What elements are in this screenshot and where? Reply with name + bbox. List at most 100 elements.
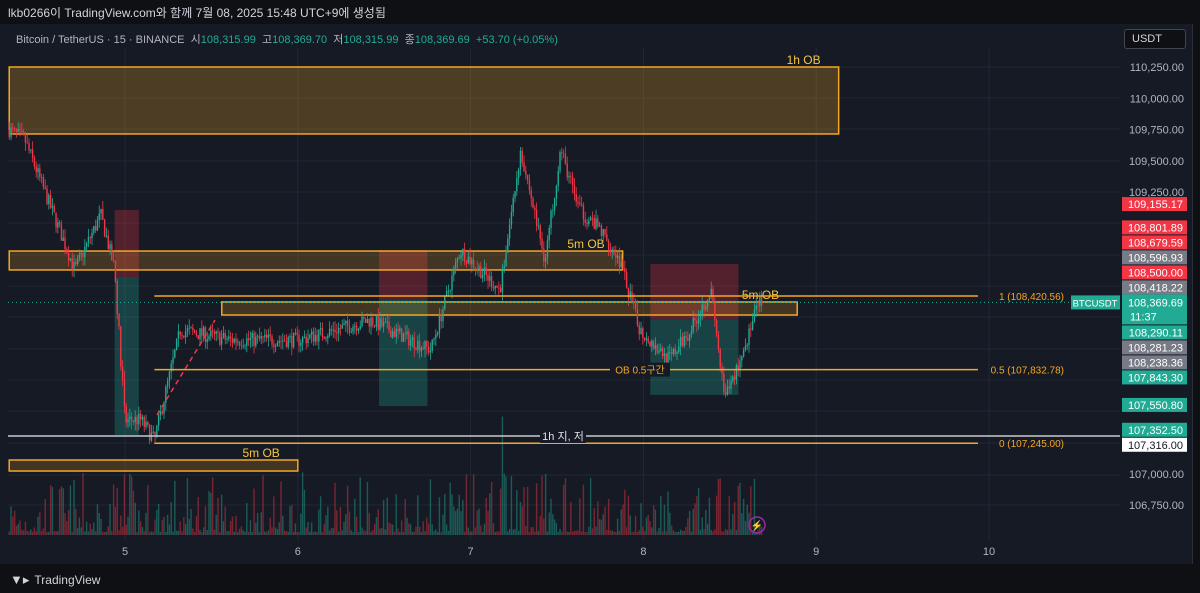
volume-bar bbox=[721, 531, 723, 535]
volume-bar bbox=[489, 493, 491, 535]
lightning-icon[interactable] bbox=[748, 516, 766, 534]
volume-bar bbox=[426, 517, 428, 535]
candle bbox=[125, 406, 127, 423]
brand-name[interactable]: TradingView bbox=[34, 572, 101, 587]
candle bbox=[321, 328, 324, 337]
symbol-legend: Bitcoin / TetherUS · 15 · BINANCE 시108,3… bbox=[16, 31, 558, 47]
volume-bar bbox=[192, 528, 194, 535]
candle bbox=[717, 334, 720, 350]
volume-bar bbox=[53, 531, 55, 535]
tradingview-logo-icon[interactable]: ▼▸ bbox=[10, 571, 30, 587]
candle bbox=[474, 267, 477, 269]
candle bbox=[67, 252, 70, 261]
candle bbox=[195, 332, 198, 336]
candle bbox=[228, 336, 230, 340]
candle bbox=[82, 252, 84, 258]
candle bbox=[147, 421, 149, 425]
candle bbox=[418, 340, 421, 352]
candle bbox=[633, 301, 635, 303]
candle bbox=[649, 342, 651, 347]
candle bbox=[28, 142, 30, 151]
order-block-zone[interactable] bbox=[221, 301, 798, 316]
volume-bar bbox=[467, 527, 469, 535]
volume-bar bbox=[157, 503, 160, 535]
candle bbox=[537, 225, 540, 227]
volume-bar bbox=[233, 531, 235, 535]
candle bbox=[247, 338, 250, 341]
fib-level-label: 0.5 (107,832.78) bbox=[991, 366, 1064, 377]
candle bbox=[307, 338, 309, 344]
volume-bar bbox=[181, 531, 183, 535]
volume-bar bbox=[584, 531, 586, 535]
candle bbox=[193, 330, 196, 333]
volume-bar bbox=[391, 524, 394, 535]
volume-bar bbox=[615, 531, 617, 535]
volume-bar bbox=[152, 531, 154, 535]
volume-bar bbox=[528, 531, 531, 535]
candle bbox=[555, 185, 558, 199]
candle bbox=[161, 411, 163, 414]
volume-bar bbox=[622, 504, 624, 535]
candle bbox=[213, 331, 216, 334]
currency-button[interactable]: USDT bbox=[1124, 29, 1186, 49]
x-axis-tick: 10 bbox=[983, 546, 995, 558]
volume-bar bbox=[546, 531, 549, 535]
candle bbox=[654, 345, 657, 349]
candle bbox=[60, 224, 63, 241]
candle bbox=[291, 336, 293, 348]
volume-bar bbox=[442, 514, 444, 535]
candle bbox=[624, 268, 626, 273]
volume-bar bbox=[719, 478, 721, 535]
zone-label: 5m OB bbox=[742, 288, 779, 302]
candle bbox=[372, 317, 374, 326]
candle bbox=[84, 246, 86, 258]
price-chart[interactable]: 5 6 7 8 9 10 110,250.00 110,000.00 109,750.00 109… bbox=[0, 0, 1200, 566]
candle bbox=[310, 331, 313, 335]
candle bbox=[30, 149, 32, 151]
volume-bar bbox=[751, 531, 754, 535]
candle bbox=[206, 339, 208, 343]
candle bbox=[546, 240, 549, 258]
chart-area[interactable] bbox=[0, 24, 1193, 564]
volume-bar bbox=[706, 523, 709, 535]
order-block-zone[interactable] bbox=[8, 66, 840, 135]
candle bbox=[145, 421, 147, 427]
volume-bar bbox=[285, 531, 288, 535]
volume-bar bbox=[150, 531, 153, 535]
candle bbox=[609, 250, 612, 253]
volume-bar bbox=[618, 530, 621, 535]
price-tag bbox=[1122, 437, 1187, 452]
price-tag bbox=[1122, 397, 1187, 412]
volume-bar bbox=[220, 494, 223, 535]
candle bbox=[73, 261, 75, 269]
symbol-name[interactable]: Bitcoin / TetherUS · 15 · BINANCE bbox=[16, 34, 185, 46]
candle bbox=[535, 210, 538, 226]
open-value: 108,315.99 bbox=[200, 34, 256, 46]
volume-bar bbox=[507, 531, 509, 535]
candle bbox=[402, 333, 405, 342]
volume-bar bbox=[253, 488, 255, 535]
volume-bar bbox=[589, 477, 592, 535]
volume-bar bbox=[651, 527, 653, 535]
candle bbox=[640, 328, 642, 335]
volume-bar bbox=[523, 487, 525, 535]
order-block-zone[interactable] bbox=[8, 250, 624, 271]
order-block-zone[interactable] bbox=[8, 459, 299, 472]
volume-bar bbox=[165, 531, 167, 535]
volume-bar bbox=[291, 504, 293, 535]
volume-bar bbox=[593, 508, 595, 535]
candle bbox=[190, 327, 192, 329]
volume-bar bbox=[634, 515, 637, 535]
volume-bar bbox=[741, 513, 743, 535]
candle bbox=[651, 340, 653, 347]
symbol-tag[interactable] bbox=[1071, 295, 1120, 310]
volume-bar bbox=[571, 531, 574, 535]
candle bbox=[93, 226, 95, 233]
volume-bar bbox=[357, 531, 360, 535]
volume-bar bbox=[138, 510, 140, 535]
candle bbox=[501, 268, 504, 293]
candle bbox=[436, 332, 439, 335]
price-tag-label: 108,596.93 bbox=[1128, 252, 1183, 264]
volume-bar bbox=[627, 495, 630, 535]
volume-bar bbox=[595, 526, 597, 535]
